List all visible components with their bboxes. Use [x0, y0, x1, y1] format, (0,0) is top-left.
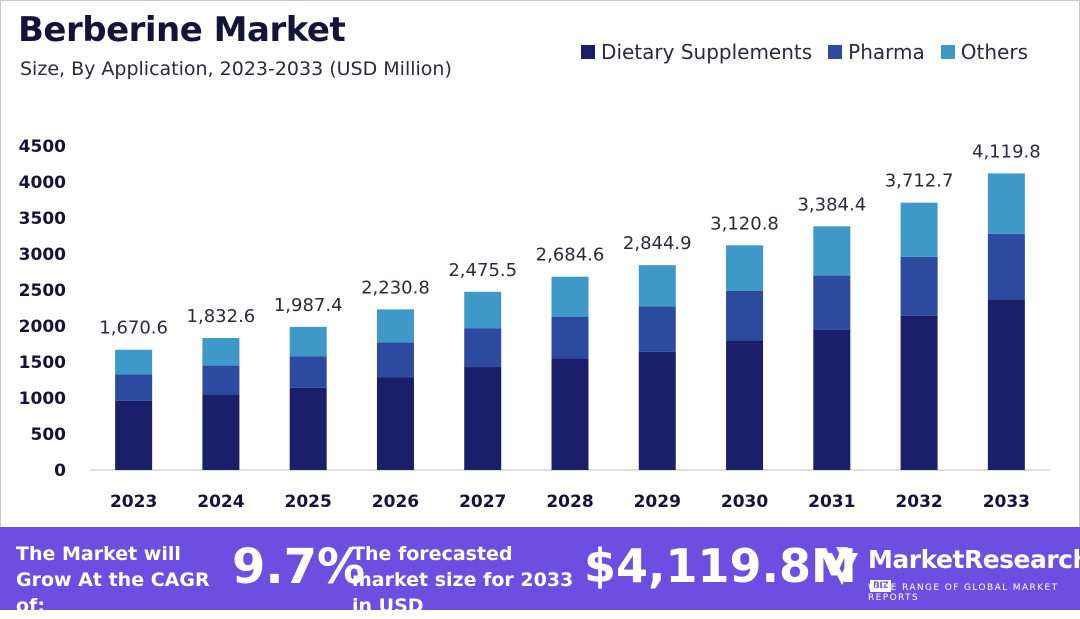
brand-suffix: BIZ [870, 579, 892, 592]
y-tick-label: 3000 [19, 245, 66, 265]
data-label-total: 3,384.4 [797, 194, 866, 215]
data-label-total: 4,119.8 [972, 141, 1041, 162]
legend-swatch [828, 45, 843, 59]
y-tick-label: 500 [31, 425, 67, 445]
x-tick-label: 2031 [808, 492, 855, 512]
x-tick-label: 2030 [721, 492, 768, 512]
y-tick-label: 4500 [19, 137, 66, 157]
bar-segment-pharma [987, 233, 1025, 300]
x-tick-label: 2032 [895, 492, 942, 512]
legend-label: Dietary Supplements [601, 40, 813, 64]
y-tick-label: 3500 [19, 209, 66, 229]
y-tick-label: 1500 [19, 353, 66, 373]
brand-name: MarketResearch BIZ [868, 545, 1080, 603]
legend-swatch [940, 45, 955, 59]
bar-segment-others [289, 326, 327, 357]
bar-segment-dietary-supplements [289, 387, 327, 470]
chart-subtitle: Size, By Application, 2023-2033 (USD Mil… [20, 58, 452, 80]
bar-segment-others [813, 226, 851, 276]
data-label-total: 2,230.8 [361, 277, 430, 298]
bar-segment-pharma [726, 290, 764, 341]
bar-segment-dietary-supplements [115, 400, 153, 470]
bar-segment-pharma [376, 342, 414, 378]
forecast-lead-text: The forecasted market size for 2033 in U… [352, 543, 574, 617]
bar-segment-pharma [202, 365, 240, 395]
data-label-total: 3,712.7 [885, 171, 954, 192]
bar-segment-dietary-supplements [900, 315, 938, 470]
forecast-value: $4,119.8M [584, 539, 857, 593]
chart-frame [0, 0, 1080, 528]
x-tick-label: 2027 [459, 492, 506, 512]
brand-name-text: MarketResearch [868, 545, 1080, 574]
bar-segment-pharma [464, 328, 502, 368]
y-tick-label: 4000 [19, 173, 66, 193]
x-tick-label: 2025 [285, 492, 332, 512]
x-tick-label: 2028 [546, 492, 593, 512]
bar-segment-dietary-supplements [202, 394, 240, 470]
bar-segment-pharma [638, 306, 676, 352]
chart-legend: Dietary Supplements Pharma Others [581, 40, 1028, 64]
bar-segment-others [551, 276, 589, 317]
x-tick-label: 2026 [372, 492, 419, 512]
bar-segment-pharma [551, 316, 589, 359]
brand-logo-icon [826, 547, 858, 585]
data-label-total: 3,120.8 [710, 213, 779, 234]
bar-segment-dietary-supplements [726, 340, 764, 470]
bar-segment-pharma [289, 356, 327, 388]
chart-title: Berberine Market [18, 10, 346, 50]
legend-item-dietary-supplements: Dietary Supplements [581, 40, 812, 64]
data-label-total: 2,684.6 [536, 245, 605, 266]
bar-segment-pharma [115, 374, 153, 401]
bar-segment-pharma [900, 256, 938, 316]
x-tick-label: 2024 [197, 492, 244, 512]
legend-swatch [581, 45, 596, 59]
x-tick-label: 2023 [110, 492, 157, 512]
y-tick-label: 0 [54, 461, 66, 481]
bar-segment-others [638, 265, 676, 307]
bar-segment-dietary-supplements [987, 299, 1025, 470]
bar-segment-dietary-supplements [376, 377, 414, 470]
bar-segment-pharma [813, 275, 851, 330]
bar-segment-others [900, 202, 938, 257]
data-label-total: 1,987.4 [274, 295, 343, 316]
brand-tagline: WIDE RANGE OF GLOBAL MARKET REPORTS [868, 583, 1059, 603]
bar-segment-dietary-supplements [551, 358, 589, 470]
x-tick-label: 2033 [983, 492, 1030, 512]
y-tick-label: 2000 [19, 317, 66, 337]
bar-segment-dietary-supplements [638, 351, 676, 470]
data-label-total: 2,475.5 [448, 260, 517, 281]
bar-segment-others [376, 309, 414, 343]
legend-label: Others [960, 40, 1028, 64]
bar-segment-dietary-supplements [464, 367, 502, 470]
bar-segment-others [726, 245, 764, 291]
y-tick-label: 2500 [19, 281, 66, 301]
stacked-bar-chart: 0 500 1000 1500 2000 2500 3000 3500 4000 4500 1,67… [19, 137, 1050, 512]
y-tick-label: 1000 [19, 389, 66, 409]
bar-segment-others [202, 338, 240, 366]
data-label-total: 1,832.6 [187, 306, 256, 327]
cagr-lead-text: The Market will Grow At the CAGR of: [16, 543, 210, 617]
bar-segment-others [464, 291, 502, 329]
legend-item-pharma: Pharma [828, 40, 925, 64]
legend-label: Pharma [848, 40, 925, 64]
data-label-total: 2,844.9 [623, 233, 692, 254]
data-label-total: 1,670.6 [99, 318, 168, 339]
cagr-value: 9.7% [232, 539, 366, 595]
bar-segment-dietary-supplements [813, 329, 851, 470]
footer-banner: The Market will Grow At the CAGR of: 9.7… [0, 527, 1080, 617]
bar-segment-others [115, 349, 153, 375]
legend-item-others: Others [940, 40, 1028, 64]
bar-segment-others [987, 173, 1025, 234]
x-tick-label: 2029 [634, 492, 681, 512]
